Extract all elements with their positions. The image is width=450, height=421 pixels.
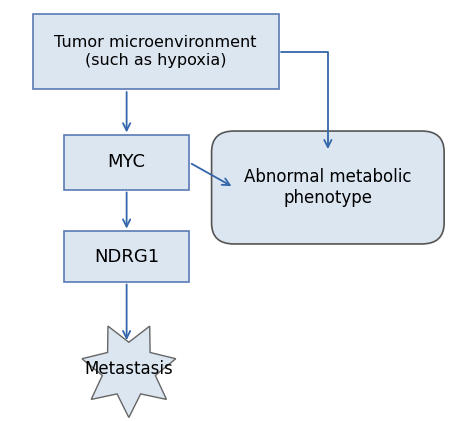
Text: Abnormal metabolic
phenotype: Abnormal metabolic phenotype bbox=[244, 168, 412, 207]
FancyBboxPatch shape bbox=[64, 135, 189, 189]
FancyBboxPatch shape bbox=[64, 232, 189, 282]
Text: Tumor microenvironment
(such as hypoxia): Tumor microenvironment (such as hypoxia) bbox=[54, 35, 257, 68]
FancyBboxPatch shape bbox=[33, 14, 279, 89]
Text: MYC: MYC bbox=[108, 153, 146, 171]
Polygon shape bbox=[82, 326, 176, 418]
FancyBboxPatch shape bbox=[212, 131, 444, 244]
Text: Metastasis: Metastasis bbox=[85, 360, 173, 378]
Text: NDRG1: NDRG1 bbox=[94, 248, 159, 266]
